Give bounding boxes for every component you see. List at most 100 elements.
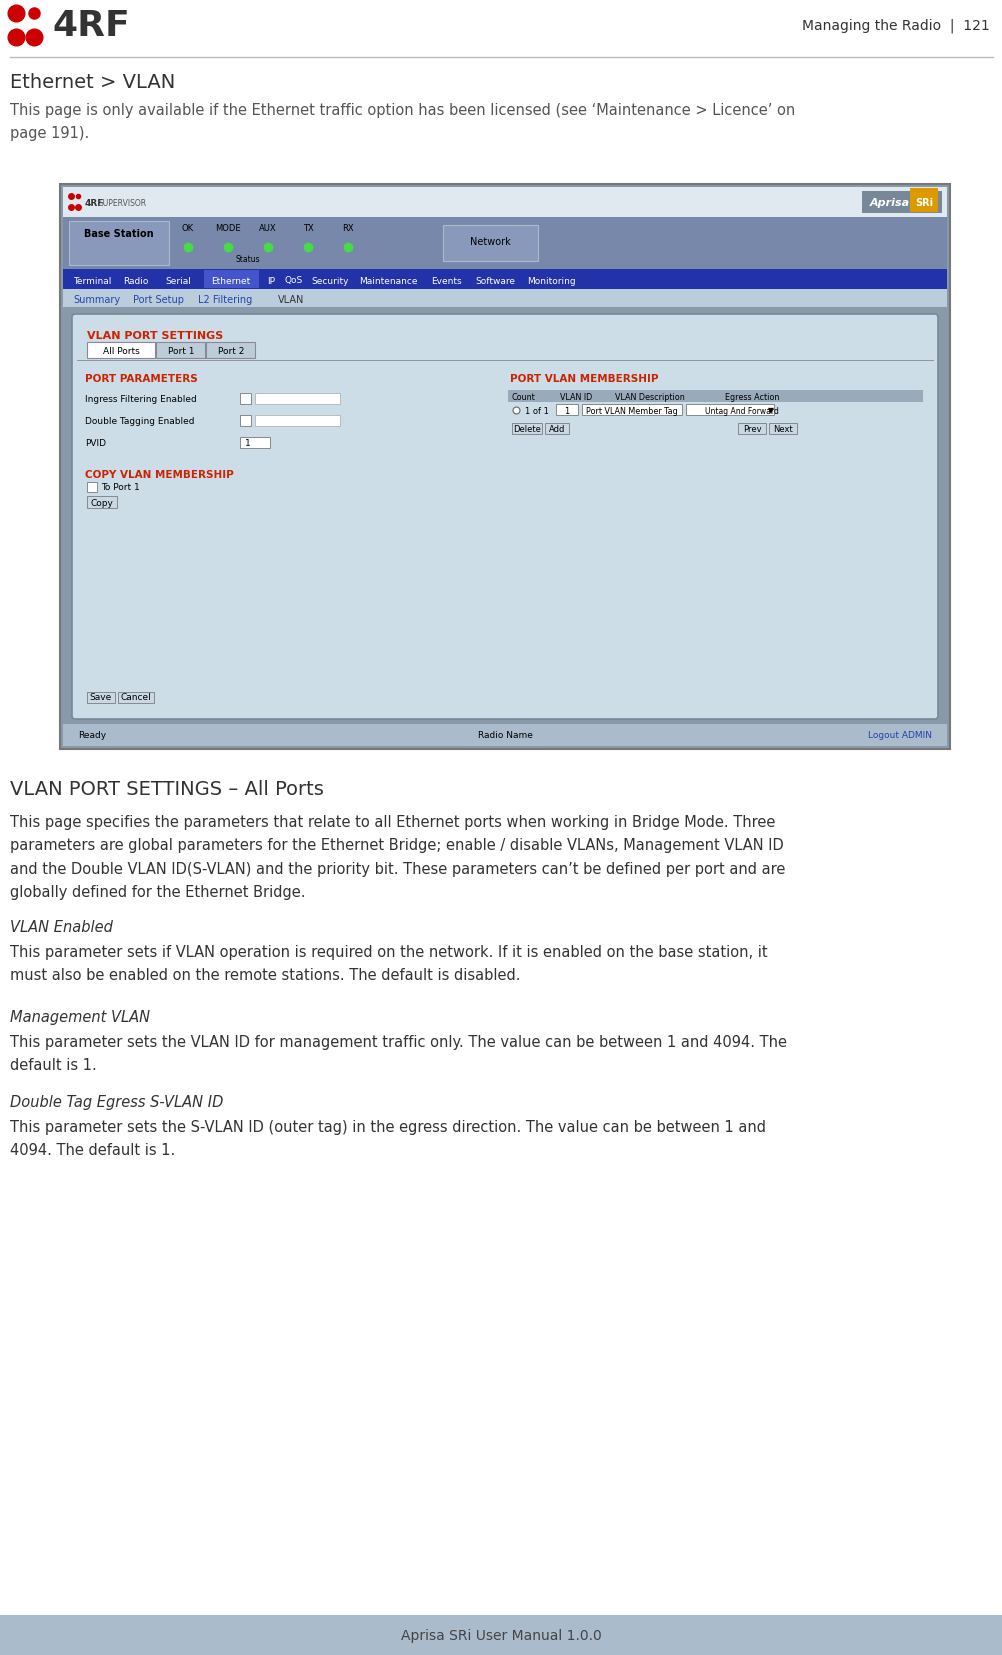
Text: VLAN PORT SETTINGS – All Ports: VLAN PORT SETTINGS – All Ports: [10, 780, 324, 798]
Text: SRi: SRi: [914, 199, 932, 209]
Text: Radio: Radio: [123, 276, 148, 285]
Text: Next: Next: [773, 424, 793, 434]
Text: Count: Count: [511, 392, 535, 401]
Text: Managing the Radio  |  121: Managing the Radio | 121: [802, 18, 989, 33]
Text: Aprisa: Aprisa: [869, 199, 909, 209]
Text: Double Tagging Enabled: Double Tagging Enabled: [85, 417, 194, 427]
FancyBboxPatch shape: [0, 1615, 1002, 1655]
Text: Radio Name: Radio Name: [477, 732, 532, 740]
FancyBboxPatch shape: [118, 692, 154, 703]
Text: All Ports: All Ports: [103, 346, 139, 356]
Text: PORT VLAN MEMBERSHIP: PORT VLAN MEMBERSHIP: [509, 374, 658, 384]
FancyBboxPatch shape: [239, 394, 250, 405]
Text: Port VLAN Member Tag: Port VLAN Member Tag: [585, 405, 677, 415]
Text: Untag And Forward: Untag And Forward: [704, 405, 779, 415]
Text: VLAN PORT SETTINGS: VLAN PORT SETTINGS: [87, 331, 223, 341]
FancyBboxPatch shape: [861, 192, 941, 213]
Text: IP: IP: [267, 276, 275, 285]
FancyBboxPatch shape: [203, 271, 259, 290]
Text: Security: Security: [311, 276, 348, 285]
Text: 4RF: 4RF: [52, 8, 129, 43]
Text: Status: Status: [235, 255, 261, 263]
Text: Serial: Serial: [165, 276, 190, 285]
Text: QoS: QoS: [285, 276, 303, 285]
FancyBboxPatch shape: [63, 725, 946, 746]
Text: OK: OK: [181, 223, 193, 233]
Text: Add: Add: [548, 424, 564, 434]
FancyBboxPatch shape: [507, 391, 922, 402]
Text: PVID: PVID: [85, 439, 106, 449]
FancyBboxPatch shape: [555, 405, 577, 415]
Text: 1: 1: [564, 405, 569, 415]
FancyBboxPatch shape: [255, 415, 340, 427]
Text: Prev: Prev: [741, 424, 761, 434]
Text: AUX: AUX: [259, 223, 277, 233]
FancyBboxPatch shape: [63, 189, 946, 218]
FancyBboxPatch shape: [69, 222, 168, 266]
FancyBboxPatch shape: [87, 343, 155, 359]
Text: MODE: MODE: [215, 223, 240, 233]
FancyBboxPatch shape: [239, 437, 270, 449]
Text: 4RF: 4RF: [85, 199, 104, 207]
Text: Terminal: Terminal: [73, 276, 111, 285]
FancyBboxPatch shape: [443, 225, 537, 261]
FancyBboxPatch shape: [60, 185, 949, 750]
Text: Management VLAN: Management VLAN: [10, 1010, 150, 1024]
Text: SUPERVISOR: SUPERVISOR: [99, 199, 147, 207]
Text: Aprisa SRi User Manual 1.0.0: Aprisa SRi User Manual 1.0.0: [400, 1629, 601, 1642]
Text: VLAN ID: VLAN ID: [559, 392, 591, 401]
Text: 1 of 1: 1 of 1: [524, 405, 548, 415]
Text: Save: Save: [90, 693, 112, 702]
Text: VLAN: VLAN: [278, 295, 304, 305]
FancyBboxPatch shape: [239, 415, 250, 427]
Text: TX: TX: [303, 223, 313, 233]
FancyBboxPatch shape: [737, 424, 766, 435]
FancyBboxPatch shape: [63, 270, 946, 290]
FancyBboxPatch shape: [685, 405, 774, 415]
Text: L2 Filtering: L2 Filtering: [197, 295, 252, 305]
Text: COPY VLAN MEMBERSHIP: COPY VLAN MEMBERSHIP: [85, 470, 233, 480]
FancyBboxPatch shape: [87, 483, 97, 493]
Text: Events: Events: [431, 276, 461, 285]
FancyBboxPatch shape: [544, 424, 568, 435]
FancyBboxPatch shape: [63, 218, 946, 270]
Text: Software: Software: [475, 276, 514, 285]
Text: RX: RX: [342, 223, 354, 233]
Text: To Port 1: To Port 1: [101, 483, 139, 492]
Text: Cancel: Cancel: [120, 693, 151, 702]
FancyBboxPatch shape: [87, 496, 117, 508]
Text: Monitoring: Monitoring: [526, 276, 575, 285]
Text: VLAN Description: VLAN Description: [614, 392, 684, 401]
Text: Summary: Summary: [73, 295, 120, 305]
FancyBboxPatch shape: [255, 394, 340, 405]
Text: Delete: Delete: [513, 424, 540, 434]
FancyBboxPatch shape: [63, 308, 946, 746]
Text: Double Tag Egress S-VLAN ID: Double Tag Egress S-VLAN ID: [10, 1094, 223, 1109]
Text: 1: 1: [244, 439, 250, 449]
Text: This page specifies the parameters that relate to all Ethernet ports when workin: This page specifies the parameters that …: [10, 814, 785, 900]
FancyBboxPatch shape: [206, 343, 256, 359]
Text: Ingress Filtering Enabled: Ingress Filtering Enabled: [85, 396, 196, 404]
Text: Egress Action: Egress Action: [724, 392, 779, 401]
FancyBboxPatch shape: [769, 424, 797, 435]
Text: Ready: Ready: [78, 732, 106, 740]
FancyBboxPatch shape: [581, 405, 681, 415]
Text: Port 1: Port 1: [167, 346, 194, 356]
Text: This parameter sets the S-VLAN ID (outer tag) in the egress direction. The value: This parameter sets the S-VLAN ID (outer…: [10, 1119, 766, 1158]
Text: Maintenance: Maintenance: [359, 276, 417, 285]
Text: Base Station: Base Station: [84, 228, 153, 238]
Text: VLAN Enabled: VLAN Enabled: [10, 920, 113, 935]
FancyBboxPatch shape: [909, 189, 937, 213]
FancyBboxPatch shape: [87, 692, 115, 703]
FancyBboxPatch shape: [156, 343, 205, 359]
Text: This page is only available if the Ethernet traffic option has been licensed (se: This page is only available if the Ether…: [10, 103, 795, 141]
Text: Copy: Copy: [90, 498, 113, 506]
Text: Port 2: Port 2: [217, 346, 243, 356]
Text: PORT PARAMETERS: PORT PARAMETERS: [85, 374, 197, 384]
Text: This parameter sets if VLAN operation is required on the network. If it is enabl: This parameter sets if VLAN operation is…: [10, 945, 767, 983]
Text: Ethernet > VLAN: Ethernet > VLAN: [10, 73, 175, 93]
Text: Port Setup: Port Setup: [133, 295, 183, 305]
FancyBboxPatch shape: [72, 314, 937, 720]
FancyBboxPatch shape: [63, 290, 946, 308]
Text: Logout ADMIN: Logout ADMIN: [867, 732, 931, 740]
